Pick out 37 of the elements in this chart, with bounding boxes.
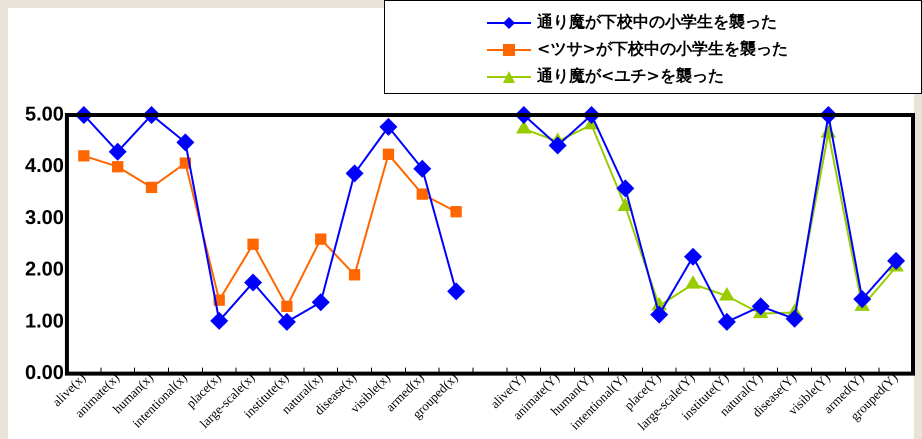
y-tick-label: 2.00 [24, 258, 64, 281]
point [312, 293, 330, 312]
point [108, 142, 127, 161]
point [281, 300, 293, 312]
y-tick-label: 3.00 [24, 206, 64, 229]
point [413, 160, 432, 178]
point [112, 161, 124, 172]
y-tick-label: 1.00 [24, 310, 64, 332]
point [786, 310, 804, 328]
point [247, 238, 259, 250]
point [650, 306, 668, 324]
point [718, 312, 736, 331]
point [416, 188, 428, 200]
point [78, 150, 90, 162]
point [379, 118, 398, 136]
point [752, 297, 770, 316]
point [315, 233, 326, 245]
y-tick-label: 4.00 [24, 155, 64, 178]
point [382, 148, 394, 160]
point [210, 312, 228, 330]
legend-label: <ツサ>が下校中の小学生を襲った [537, 39, 788, 60]
point [616, 179, 634, 198]
legend-label: 通り魔が<ユチ>を襲った [537, 66, 724, 87]
y-tick-label: 5.00 [24, 104, 64, 126]
point [244, 274, 262, 292]
point [176, 133, 194, 152]
point [450, 206, 462, 218]
point [278, 312, 296, 331]
legend-label: 通り魔が下校中の小学生を襲った [537, 12, 777, 33]
point [146, 182, 158, 194]
point [548, 136, 567, 155]
point [684, 248, 702, 266]
point [887, 252, 906, 270]
point [853, 290, 872, 308]
point [348, 269, 360, 280]
point [346, 164, 364, 182]
point [447, 282, 466, 300]
